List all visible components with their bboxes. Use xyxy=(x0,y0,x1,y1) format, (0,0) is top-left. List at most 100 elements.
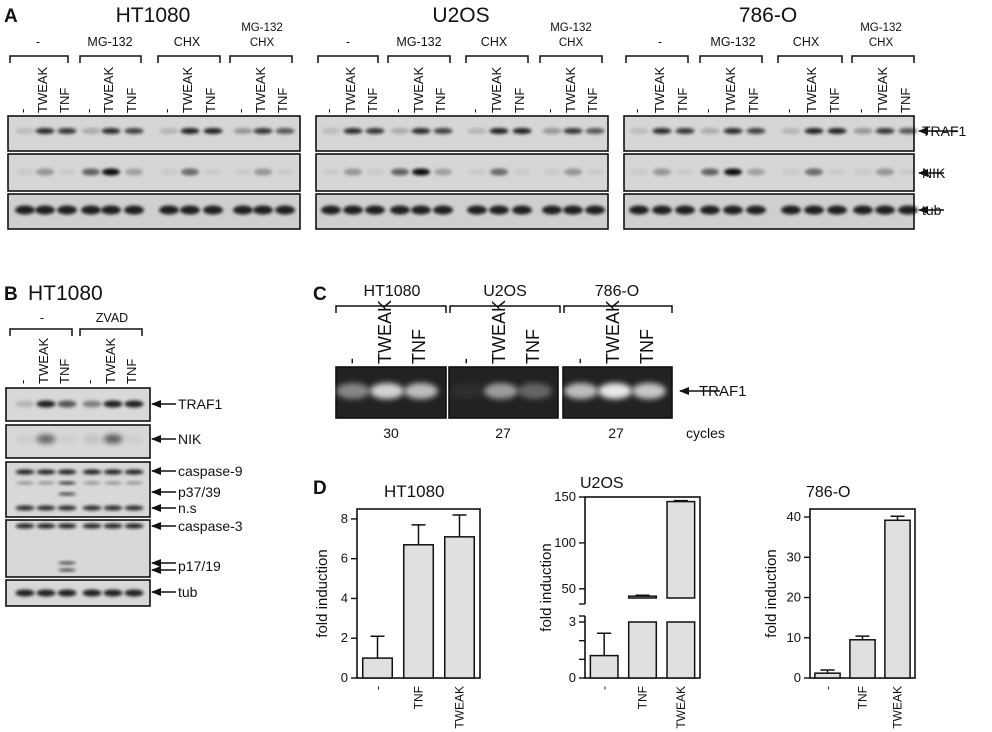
a3-tub-band-6 xyxy=(746,205,766,215)
a3-traf1-band-1 xyxy=(629,128,649,134)
a3-tub-band-7 xyxy=(781,205,801,215)
b-ns-band-2 xyxy=(36,505,56,511)
d1-bar-1 xyxy=(361,657,394,679)
b-nik-band-1 xyxy=(15,434,35,444)
panel-c-brackets xyxy=(335,305,673,313)
c2-band-3 xyxy=(518,383,552,399)
a2-traf1-band-3 xyxy=(365,128,385,134)
a2-traf1-band-6 xyxy=(433,128,453,134)
a2-tub-band-3 xyxy=(365,205,385,215)
c2-lane-3: TNF xyxy=(523,329,543,364)
b-casp3-band-4 xyxy=(82,523,102,529)
a3-lane-9: TNF xyxy=(827,88,842,113)
c-cycles-ht1080: 30 xyxy=(383,425,399,441)
a3-tub-band-3 xyxy=(675,205,695,215)
a1-nik-band-9 xyxy=(204,168,222,176)
a1-traf1-band-3 xyxy=(57,128,77,134)
c-cycles-u2os: 27 xyxy=(495,425,511,441)
b-lane-5: TWEAK xyxy=(103,337,118,384)
d2-axis-break-gap xyxy=(582,604,588,616)
a2-nik-band-1 xyxy=(322,168,340,176)
d3-errorbar-1 xyxy=(820,669,835,674)
b-band-ns: n.s xyxy=(178,500,197,516)
a1-nik-band-12 xyxy=(276,168,294,176)
b-band-p3739: p37/39 xyxy=(178,484,221,500)
c-cell-u2os: U2OS xyxy=(483,283,527,300)
a1-nik-band-11 xyxy=(254,168,272,176)
a2-traf1-band-12 xyxy=(585,128,605,134)
a-band-traf1: TRAF1 xyxy=(922,123,967,139)
a2-tub-band-2 xyxy=(343,205,363,215)
d3-ytick-label-3: 20 xyxy=(787,590,801,605)
a3-traf1-band-7 xyxy=(781,128,801,134)
a1-traf1-band-2 xyxy=(35,128,55,134)
a2-bracket-1 xyxy=(317,55,379,63)
c3-band-3 xyxy=(632,383,666,399)
d1-ytick-label-3: 4 xyxy=(341,590,348,605)
b-band-caspase9: caspase-9 xyxy=(178,463,243,479)
b-traf1-band-1 xyxy=(15,400,35,408)
c-bracket-1 xyxy=(335,305,447,313)
b-casp3-band-5 xyxy=(103,523,123,529)
a3-bracket-1 xyxy=(625,55,689,63)
c-cycles-786o: 27 xyxy=(608,425,624,441)
a1-traf1-band-12 xyxy=(275,128,295,134)
a3-tub-band-4 xyxy=(700,205,720,215)
d2-title: U2OS xyxy=(580,475,624,492)
d1-xlabel-3: TWEAK xyxy=(453,686,467,729)
d3-errorbar-2 xyxy=(855,635,870,640)
a1-cond-none: - xyxy=(36,35,40,49)
a2-lane-12: TNF xyxy=(585,88,600,113)
a3-tub-band-11 xyxy=(875,205,895,215)
a2-cond-mg132: MG-132 xyxy=(396,35,441,49)
panel-b-brackets xyxy=(9,328,143,336)
panel-a-cell-786o: 786-O xyxy=(739,4,797,27)
a2-lane-8: TWEAK xyxy=(489,66,504,113)
b-casp9-sub-5 xyxy=(104,481,122,485)
d3-bar-1 xyxy=(814,672,841,679)
a3-traf1-band-11 xyxy=(875,128,895,134)
a2-nik-band-5 xyxy=(412,168,430,176)
d3-ytick-label-4: 30 xyxy=(787,549,801,564)
a2-nik-band-4 xyxy=(391,168,409,176)
b-tub-band-3 xyxy=(57,589,77,597)
c3-lane-3: TNF xyxy=(637,329,657,364)
b-bracket-2 xyxy=(79,328,143,336)
b-lane-3: TNF xyxy=(57,359,72,384)
b-ns-band-5 xyxy=(103,505,123,511)
a1-cond-mg132-line1: MG-132 xyxy=(241,22,283,34)
d1-ytick-label-2: 2 xyxy=(341,630,348,645)
b-lane-6: TNF xyxy=(124,359,139,384)
d1-bar-2 xyxy=(402,544,435,679)
a1-nik-band-1 xyxy=(16,168,34,176)
a1-lane-2: TWEAK xyxy=(35,66,50,113)
b-nik-band-5 xyxy=(103,434,123,444)
panel-b: HT1080 - ZVAD - TWEAK TNF - TWEAK TNF TRAF1 N… xyxy=(5,282,243,607)
b-traf1-band-6 xyxy=(124,400,144,408)
b-casp3-band-6 xyxy=(124,523,144,529)
a1-tub-band-1 xyxy=(15,205,35,215)
d2-xlabel-1: - xyxy=(597,686,611,690)
a3-traf1-band-3 xyxy=(675,128,695,134)
panel-d-label: D xyxy=(313,478,327,499)
a2-lane-9: TNF xyxy=(512,88,527,113)
a1-tub-band-2 xyxy=(35,205,55,215)
c1-lane-2: TWEAK xyxy=(375,300,395,364)
b-traf1-band-3 xyxy=(57,400,77,408)
a1-bracket-4 xyxy=(229,55,293,63)
a2-bracket-4 xyxy=(539,55,603,63)
panel-a-cell-u2os: U2OS xyxy=(432,4,489,27)
a1-nik-band-7 xyxy=(160,168,178,176)
a3-lane-12: TNF xyxy=(898,88,913,113)
a1-tub-band-11 xyxy=(253,205,273,215)
d3-xlabel-1: - xyxy=(821,686,835,690)
b-casp9-sub-2 xyxy=(37,481,55,485)
c1-band-3 xyxy=(404,383,438,399)
panel-c: HT1080 U2OS 786-O - TWEAK TNF - TWEAK TNF - TWE… xyxy=(335,283,747,441)
a2-traf1-band-10 xyxy=(542,128,562,134)
a1-traf1-band-11 xyxy=(253,128,273,134)
a2-nik-band-9 xyxy=(513,168,531,176)
a2-tub-band-12 xyxy=(585,205,605,215)
d3-errorbar-3 xyxy=(890,515,905,521)
a2-traf1-band-8 xyxy=(489,128,509,134)
